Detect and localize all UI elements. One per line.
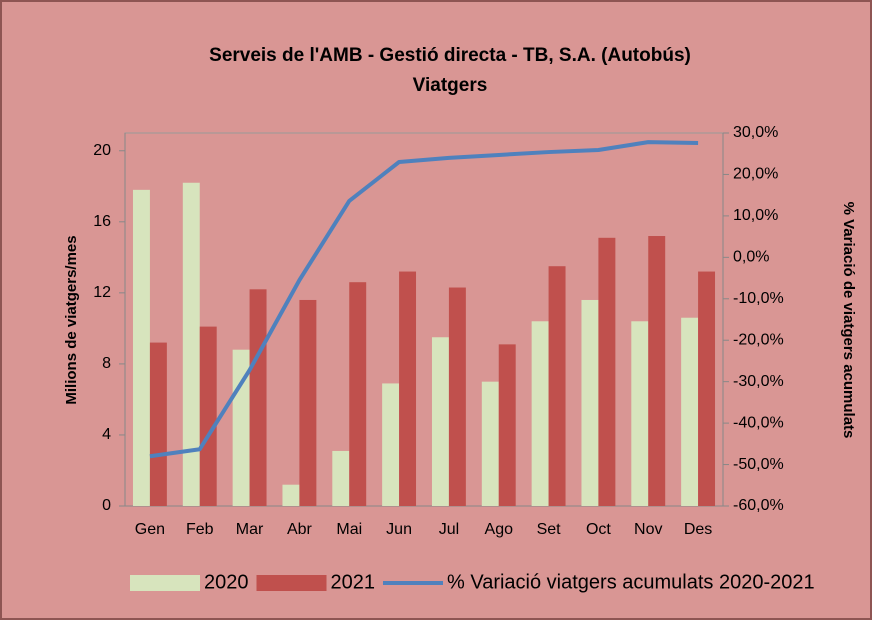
bar <box>132 189 150 507</box>
y-axis-label: Milions de viatgers/mes <box>63 235 80 404</box>
bar <box>648 236 666 506</box>
bar <box>149 342 167 506</box>
y2-tick-label: -10,0% <box>733 290 784 307</box>
line-series <box>149 140 699 459</box>
y-tick-label: 4 <box>102 426 111 443</box>
x-tick-label: Set <box>537 521 562 538</box>
y-tick-label: 8 <box>102 355 111 372</box>
y-tick-label: 0 <box>102 497 111 514</box>
bar <box>182 182 200 506</box>
bar <box>448 287 466 506</box>
y2-tick-label: 10,0% <box>733 207 778 224</box>
legend-label: 2021 <box>331 571 376 593</box>
legend-label: 2020 <box>204 571 249 593</box>
x-tick-label: Des <box>684 521 712 538</box>
bar <box>698 271 716 506</box>
x-tick-label: Oct <box>586 521 611 538</box>
bar <box>681 317 699 506</box>
bar <box>399 271 417 506</box>
bar <box>531 321 549 506</box>
bar <box>548 266 566 506</box>
x-tick-label: Nov <box>634 521 662 538</box>
bar <box>481 381 499 506</box>
bar <box>431 337 449 506</box>
x-tick-label: Feb <box>186 521 214 538</box>
y-tick-label: 20 <box>93 142 111 159</box>
bar <box>581 299 599 506</box>
x-tick-label: Jul <box>439 521 459 538</box>
bar <box>249 289 267 506</box>
bar <box>199 326 217 506</box>
y2-tick-label: 0,0% <box>733 249 769 266</box>
chart-title: Serveis de l'AMB - Gestió directa - TB, … <box>209 45 691 66</box>
y2-axis-label: % Variació de viatgers acumulats <box>840 202 857 439</box>
y2-tick-label: -30,0% <box>733 373 784 390</box>
y2-tick-label: -40,0% <box>733 414 784 431</box>
y-tick-label: 16 <box>93 213 111 230</box>
y2-tick-label: 30,0% <box>733 124 778 141</box>
legend-label: % Variació viatgers acumulats 2020-2021 <box>447 571 815 593</box>
legend-swatch <box>130 575 200 591</box>
y2-tick-label: -50,0% <box>733 456 784 473</box>
bar <box>498 344 516 506</box>
bar <box>282 484 300 506</box>
x-tick-label: Mai <box>336 521 362 538</box>
bar <box>299 299 317 506</box>
x-tick-label: Jun <box>386 521 412 538</box>
y2-tick-label: -20,0% <box>733 331 784 348</box>
y2-tick-label: -60,0% <box>733 497 784 514</box>
chart-subtitle: Viatgers <box>413 75 488 96</box>
bar <box>631 321 649 506</box>
y2-tick-label: 20,0% <box>733 166 778 183</box>
y-tick-label: 12 <box>93 284 111 301</box>
x-tick-label: Abr <box>287 521 313 538</box>
legend-swatch <box>256 575 327 591</box>
x-tick-label: Mar <box>236 521 264 538</box>
bar <box>332 450 350 506</box>
x-tick-label: Gen <box>135 521 165 538</box>
x-tick-label: Ago <box>485 521 514 538</box>
bar <box>598 237 616 507</box>
bar <box>349 282 367 506</box>
bar <box>382 383 400 506</box>
